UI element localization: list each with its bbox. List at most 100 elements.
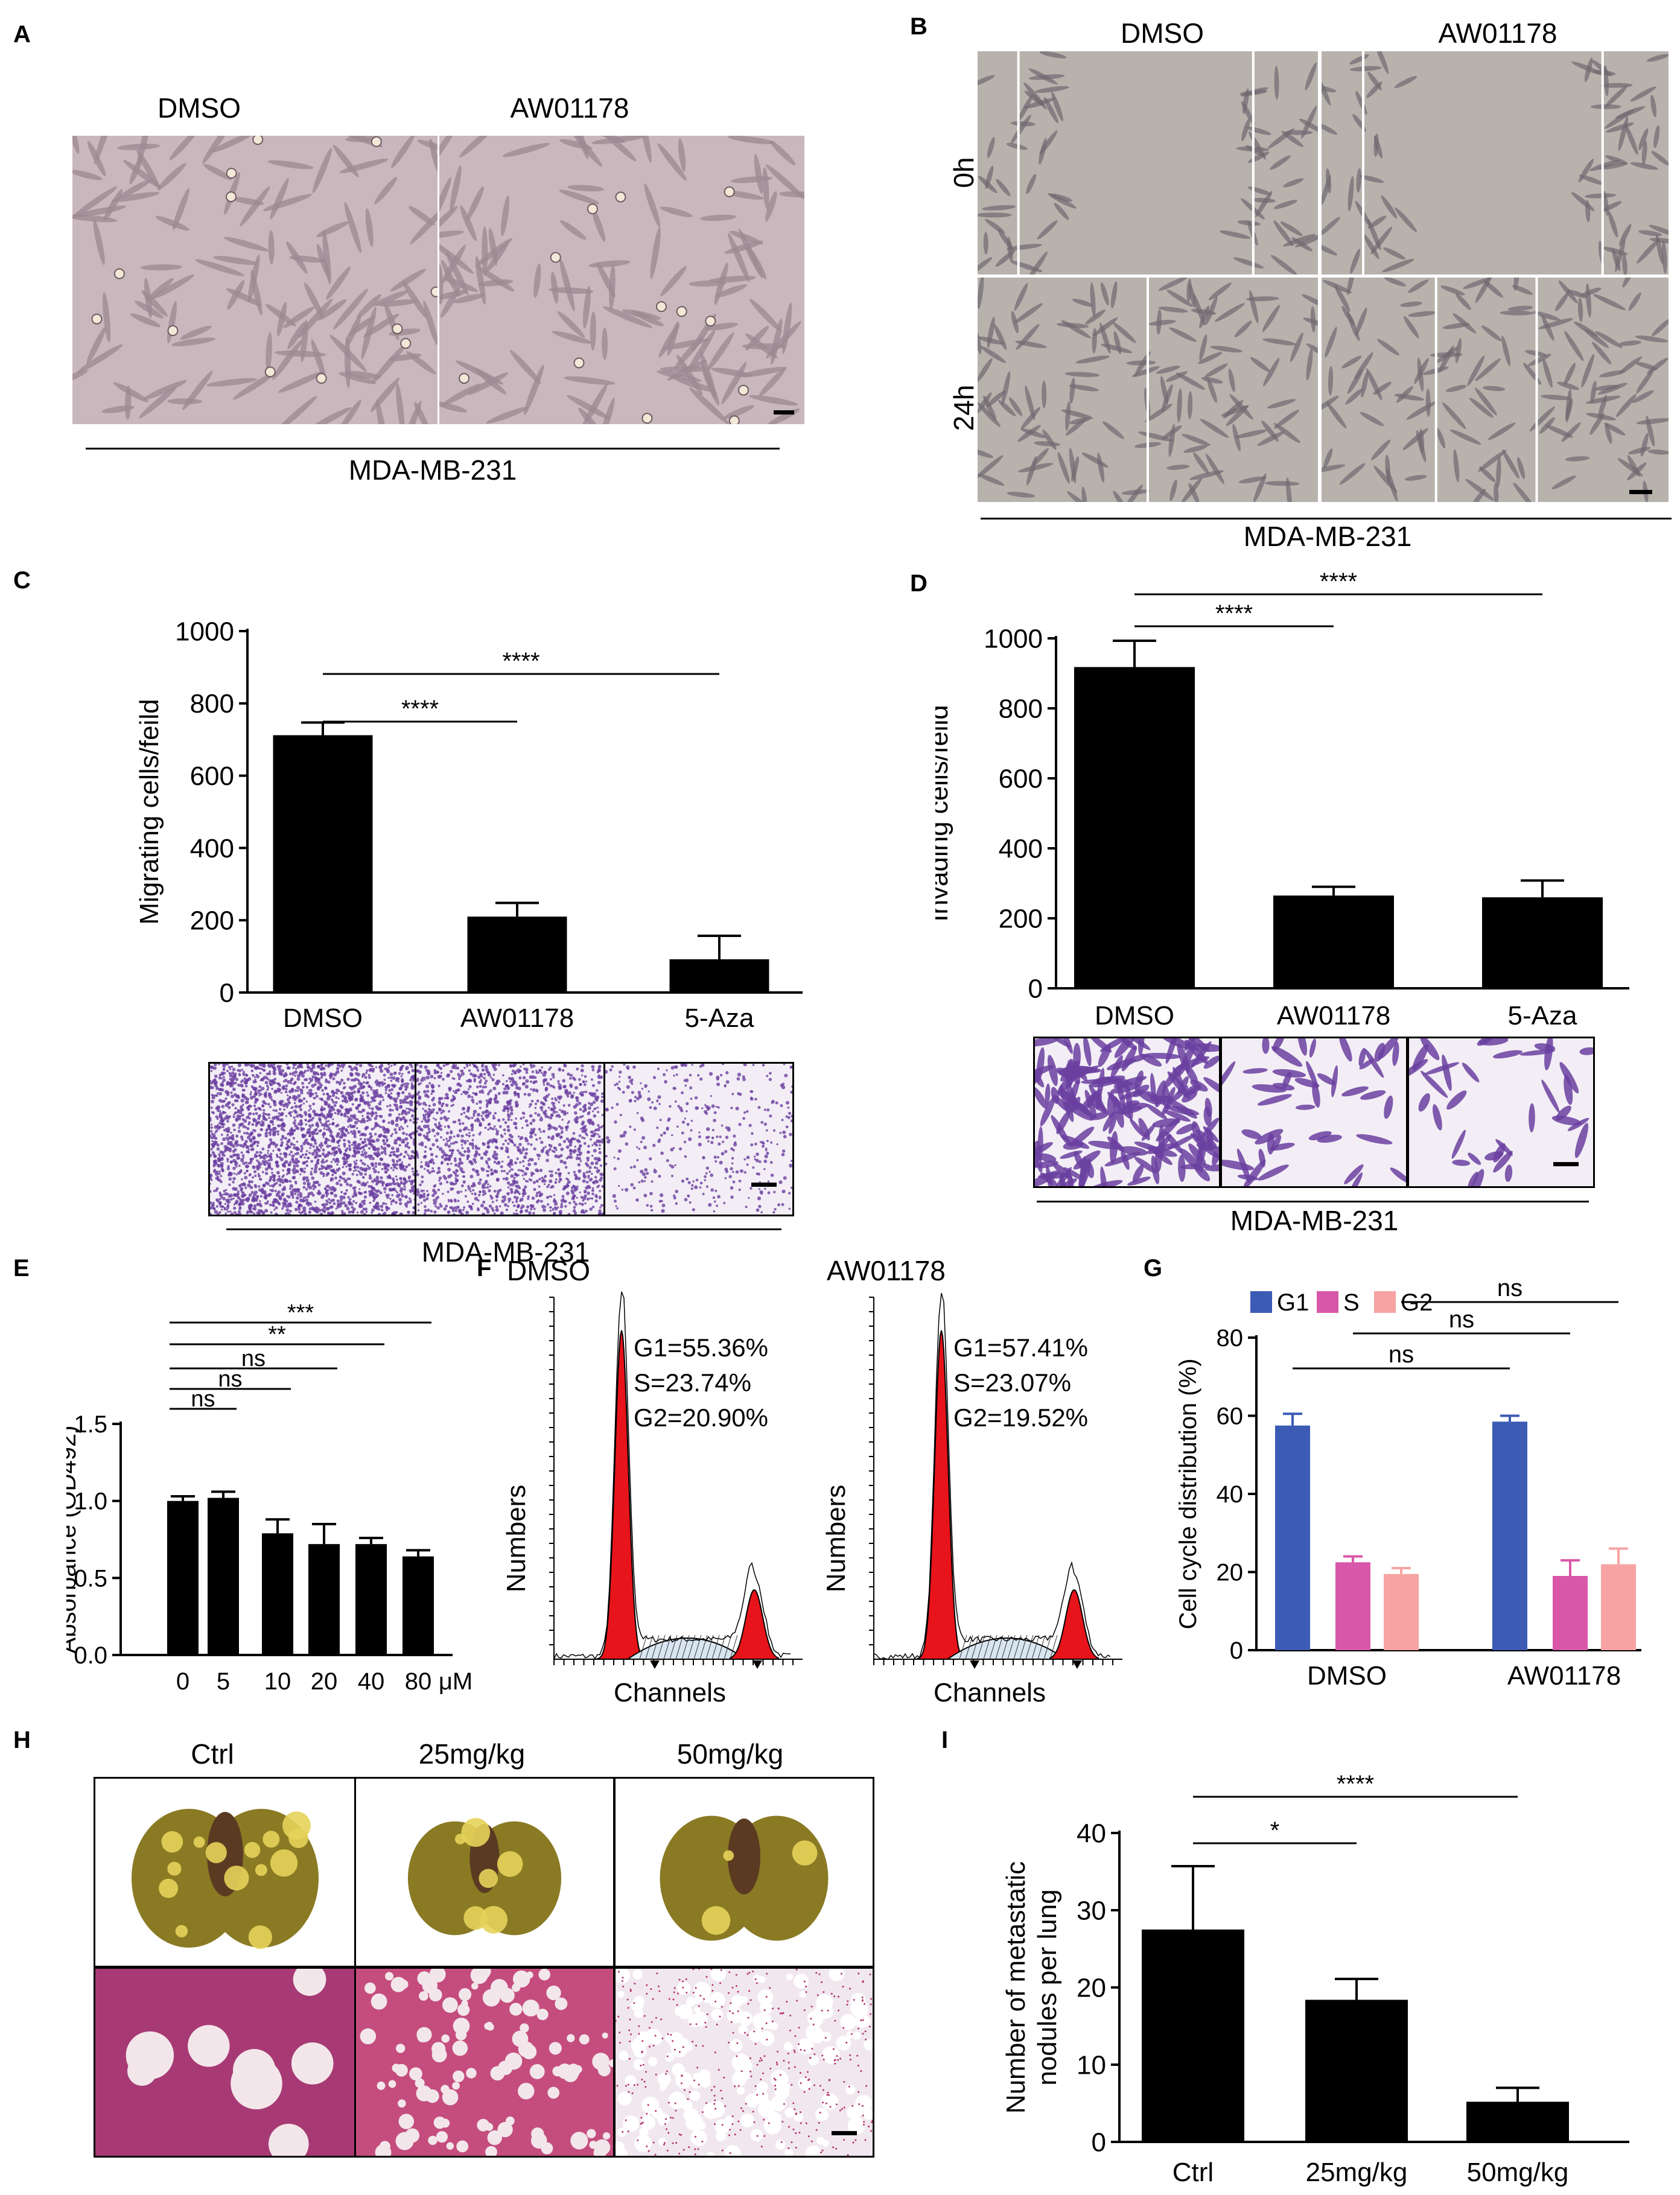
stained-cell: [270, 1184, 274, 1187]
stained-cell: [478, 1100, 482, 1104]
cell: [117, 144, 161, 150]
stained-cell: [285, 1115, 288, 1117]
stained-cell: [601, 1185, 603, 1189]
stained-cell: [212, 1164, 215, 1167]
stained-cell: [296, 1196, 299, 1200]
stained-cell: [240, 1169, 243, 1172]
stained-cell: [262, 1109, 266, 1112]
stained-cell: [766, 1129, 768, 1132]
stained-cell: [597, 1069, 600, 1072]
stained-cell: [749, 1187, 752, 1190]
stained-cell: [522, 1116, 525, 1119]
cell: [552, 331, 592, 344]
stained-cell: [425, 1113, 428, 1116]
cell: [678, 138, 686, 172]
stained-cell: [534, 1107, 537, 1110]
stained-cell: [309, 1134, 311, 1137]
stained-cell: [316, 1148, 319, 1150]
stained-cell: [210, 1183, 211, 1185]
stained-cell: [258, 1114, 261, 1117]
cell: [446, 251, 469, 296]
stained-cell: [432, 1103, 436, 1107]
stained-cell: [312, 1102, 316, 1106]
cell: [1482, 386, 1506, 392]
stained-cell: [226, 1120, 229, 1123]
stained-cell: [755, 1158, 759, 1163]
stained-cell: [576, 1196, 578, 1199]
cell: [155, 215, 189, 231]
stained-cell: [238, 1164, 241, 1167]
stained-cell: [433, 1069, 436, 1072]
stained-cell: [547, 1183, 550, 1186]
stained-cell: [484, 1065, 488, 1069]
stained-cell: [242, 1125, 246, 1128]
cell: [1134, 351, 1151, 377]
stained-cell: [305, 1176, 309, 1180]
stained-cell: [375, 1138, 380, 1142]
stained-cell: [452, 1090, 455, 1092]
stained-cell: [425, 1075, 430, 1080]
stained-cell: [410, 1155, 415, 1159]
stained-cell: [259, 1195, 262, 1198]
stained-cell: [493, 1067, 497, 1072]
stained-cell: [587, 1119, 591, 1123]
stained-cell: [371, 1107, 374, 1111]
stained-cell: [522, 1064, 525, 1066]
cell: [1032, 448, 1049, 466]
stained-cell: [278, 1101, 282, 1105]
stained-cell: [416, 1121, 418, 1124]
stained-cell: [319, 1155, 322, 1157]
stained-cell: [258, 1085, 262, 1088]
cell: [453, 293, 485, 303]
stained-cell: [252, 1207, 255, 1210]
stained-cell: [309, 1107, 312, 1110]
stained-cell: [218, 1122, 221, 1125]
stained-cell: [411, 1167, 414, 1171]
stained-cell: [267, 1102, 270, 1106]
stained-cell: [445, 1137, 448, 1140]
cell: [980, 346, 1006, 363]
cell: [227, 280, 245, 310]
stained-cell: [419, 1164, 424, 1169]
stained-cell: [348, 1178, 351, 1181]
cell: [169, 136, 200, 160]
stained-cell: [372, 1167, 375, 1171]
stained-cell: [481, 1117, 485, 1120]
stained-cell: [329, 1105, 333, 1110]
stained-cell: [252, 1165, 255, 1168]
stained-cell: [431, 1128, 436, 1132]
stained-cell: [534, 1080, 538, 1084]
stained-cell: [346, 1116, 349, 1118]
stained-cell: [346, 1111, 349, 1115]
stained-cell: [445, 1204, 448, 1208]
stained-cell: [238, 1069, 242, 1073]
stained-cell: [320, 1112, 323, 1115]
texture: [978, 278, 1318, 502]
stained-cell: [370, 1144, 374, 1148]
stained-cell: [308, 1207, 312, 1211]
stained-cell: [436, 1125, 441, 1129]
stained-cell: [454, 1200, 457, 1203]
stained-cell: [506, 1107, 510, 1110]
round-cell: [705, 316, 716, 327]
stained-cell: [550, 1206, 552, 1209]
stained-cell: [346, 1207, 350, 1211]
stained-cell: [259, 1178, 262, 1181]
stained-cell: [291, 1194, 294, 1197]
stained-cell: [376, 1151, 380, 1155]
stained-cell: [558, 1101, 560, 1104]
stained-cell: [316, 1145, 319, 1149]
stained-cell: [399, 1099, 402, 1102]
stained-cell: [355, 1174, 358, 1177]
stained-cell: [552, 1076, 555, 1079]
stained-cell: [287, 1162, 291, 1166]
stained-cell: [339, 1202, 343, 1206]
stained-cell: [422, 1117, 427, 1121]
significance-label: ****: [401, 696, 439, 722]
stained-cell: [422, 1192, 426, 1196]
stained-cell: [452, 1187, 454, 1190]
stained-cell: [630, 1183, 634, 1187]
stained-cell: [335, 1181, 340, 1186]
cell: [588, 260, 631, 268]
stained-cell: [772, 1211, 775, 1214]
